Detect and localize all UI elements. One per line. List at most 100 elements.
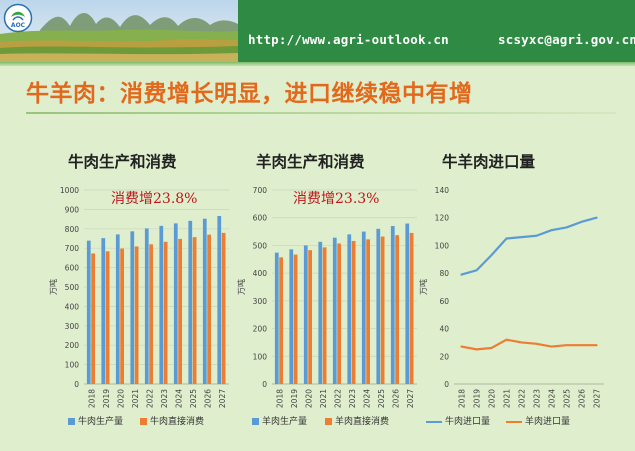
bar-production — [217, 215, 222, 384]
bar-production — [405, 223, 410, 384]
x-tick-label: 2018 — [275, 389, 284, 408]
bar-production — [332, 237, 337, 384]
slide-title: 牛羊肉：消费增长明显，进口继续稳中有增 — [26, 81, 473, 107]
bar-consumption — [380, 236, 385, 384]
bar-production — [376, 228, 381, 384]
website-url[interactable]: http://www.agri-outlook.cn — [248, 32, 449, 47]
x-tick-label: 2025 — [377, 389, 386, 408]
x-tick-label: 2018 — [458, 389, 467, 408]
bar-consumption — [293, 254, 298, 384]
header-banner: AOC http://www.agri-outlook.cn scsyxc@ag… — [0, 0, 635, 62]
y-tick-label: 0 — [74, 380, 79, 389]
bar-consumption — [279, 257, 283, 384]
x-tick-label: 2026 — [203, 389, 212, 408]
y-tick-label: 300 — [65, 322, 80, 331]
x-tick-label: 2022 — [518, 389, 527, 408]
bar-production — [303, 245, 308, 384]
legend-item-beef-production: 牛肉生产量 — [68, 414, 123, 427]
x-tick-label: 2020 — [116, 389, 125, 408]
y-axis-label: 万吨 — [48, 279, 58, 295]
y-tick-label: 900 — [65, 205, 80, 214]
y-tick-label: 200 — [253, 325, 268, 334]
bar-production — [101, 238, 106, 384]
legend-item-mutton-import: 羊肉进口量 — [506, 414, 570, 427]
legend-swatch — [140, 418, 147, 425]
title-underline — [26, 112, 616, 114]
bar-consumption — [221, 232, 226, 384]
x-tick-label: 2023 — [348, 389, 357, 408]
mutton-chart-panel: 羊肉生产和消费 0 100 200 300 400 500 600 700 万吨 2018 2019… — [228, 150, 423, 440]
import-chart-panel: 牛羊肉进口量 0 20 40 60 80 100 120 140 万吨 2018 2019 2020 2… — [410, 150, 610, 440]
y-tick-label: 400 — [253, 269, 268, 278]
y-tick-label: 100 — [253, 352, 268, 361]
legend-swatch — [426, 420, 442, 423]
chart-annotation: 消费增23.8% — [111, 191, 198, 207]
bar-consumption — [134, 246, 139, 384]
x-tick-label: 2023 — [533, 389, 542, 408]
legend-swatch — [325, 418, 332, 425]
bar-production — [274, 252, 279, 384]
bar-consumption — [149, 244, 153, 384]
beef-chart-svg: 0 100 200 300 400 500 600 700 800 900 1000 万吨 2018 20… — [48, 186, 229, 408]
legend-swatch — [68, 418, 75, 425]
contact-bar: http://www.agri-outlook.cn scsyxc@agri.g… — [238, 0, 635, 62]
y-tick-label: 800 — [65, 225, 80, 234]
bar-production — [347, 234, 352, 384]
x-tick-label: 2024 — [548, 389, 557, 408]
y-tick-label: 100 — [435, 241, 450, 250]
legend-swatch — [252, 418, 259, 425]
legend-item-beef-consumption: 牛肉直接消费 — [140, 414, 204, 427]
y-tick-label: 200 — [65, 341, 80, 350]
x-tick-label: 2020 — [304, 389, 313, 408]
x-tick-label: 2027 — [593, 389, 602, 408]
contact-email[interactable]: scsyxc@agri.gov.cn — [498, 32, 635, 47]
bar-consumption — [395, 235, 399, 384]
bar-consumption — [409, 232, 414, 384]
bar-consumption — [120, 248, 124, 384]
y-tick-label: 0 — [444, 380, 449, 389]
bar-consumption — [308, 250, 312, 384]
bar-production — [130, 231, 135, 384]
bar-production — [188, 220, 193, 384]
y-tick-label: 600 — [253, 214, 268, 223]
line-beef-import — [460, 216, 598, 276]
x-tick-label: 2022 — [145, 389, 154, 408]
x-tick-label: 2025 — [563, 389, 572, 408]
x-tick-label: 2024 — [174, 389, 183, 408]
legend-item-mutton-production: 羊肉生产量 — [252, 414, 307, 427]
chart-title: 牛羊肉进口量 — [442, 153, 536, 171]
bar-consumption — [207, 234, 211, 384]
chart-annotation: 消费增23.3% — [293, 191, 380, 207]
bar-consumption — [163, 241, 168, 384]
y-tick-label: 100 — [65, 361, 80, 370]
x-tick-label: 2027 — [218, 389, 227, 408]
bar-production — [289, 249, 294, 384]
bar-production — [318, 241, 323, 384]
x-tick-label: 2019 — [473, 389, 482, 408]
y-axis-label: 万吨 — [418, 279, 428, 295]
x-tick-label: 2021 — [503, 389, 512, 408]
y-tick-label: 300 — [253, 297, 268, 306]
bar-production — [115, 234, 120, 384]
x-tick-label: 2021 — [319, 389, 328, 408]
y-tick-label: 500 — [65, 283, 80, 292]
bar-consumption — [366, 239, 370, 384]
bar-production — [86, 240, 91, 384]
bar-consumption — [322, 247, 327, 384]
legend-swatch — [506, 420, 522, 423]
import-chart-svg: 0 20 40 60 80 100 120 140 万吨 2018 2019 2020 2021 2022… — [418, 186, 604, 408]
x-tick-label: 2021 — [131, 389, 140, 408]
chart-title: 牛肉生产和消费 — [68, 153, 177, 171]
y-tick-label: 1000 — [60, 186, 79, 195]
line-mutton-import — [460, 338, 598, 351]
x-tick-label: 2026 — [578, 389, 587, 408]
y-tick-label: 60 — [439, 297, 449, 306]
aoc-logo: AOC — [3, 3, 33, 33]
y-tick-label: 700 — [65, 244, 80, 253]
legend-item-beef-import: 牛肉进口量 — [426, 414, 490, 427]
bar-production — [390, 226, 395, 384]
x-tick-label: 2023 — [160, 389, 169, 408]
beef-chart-panel: 牛肉生产和消费 0 100 200 300 400 500 600 700 800 900 1000… — [40, 150, 235, 440]
y-tick-label: 600 — [65, 264, 80, 273]
x-tick-label: 2025 — [189, 389, 198, 408]
